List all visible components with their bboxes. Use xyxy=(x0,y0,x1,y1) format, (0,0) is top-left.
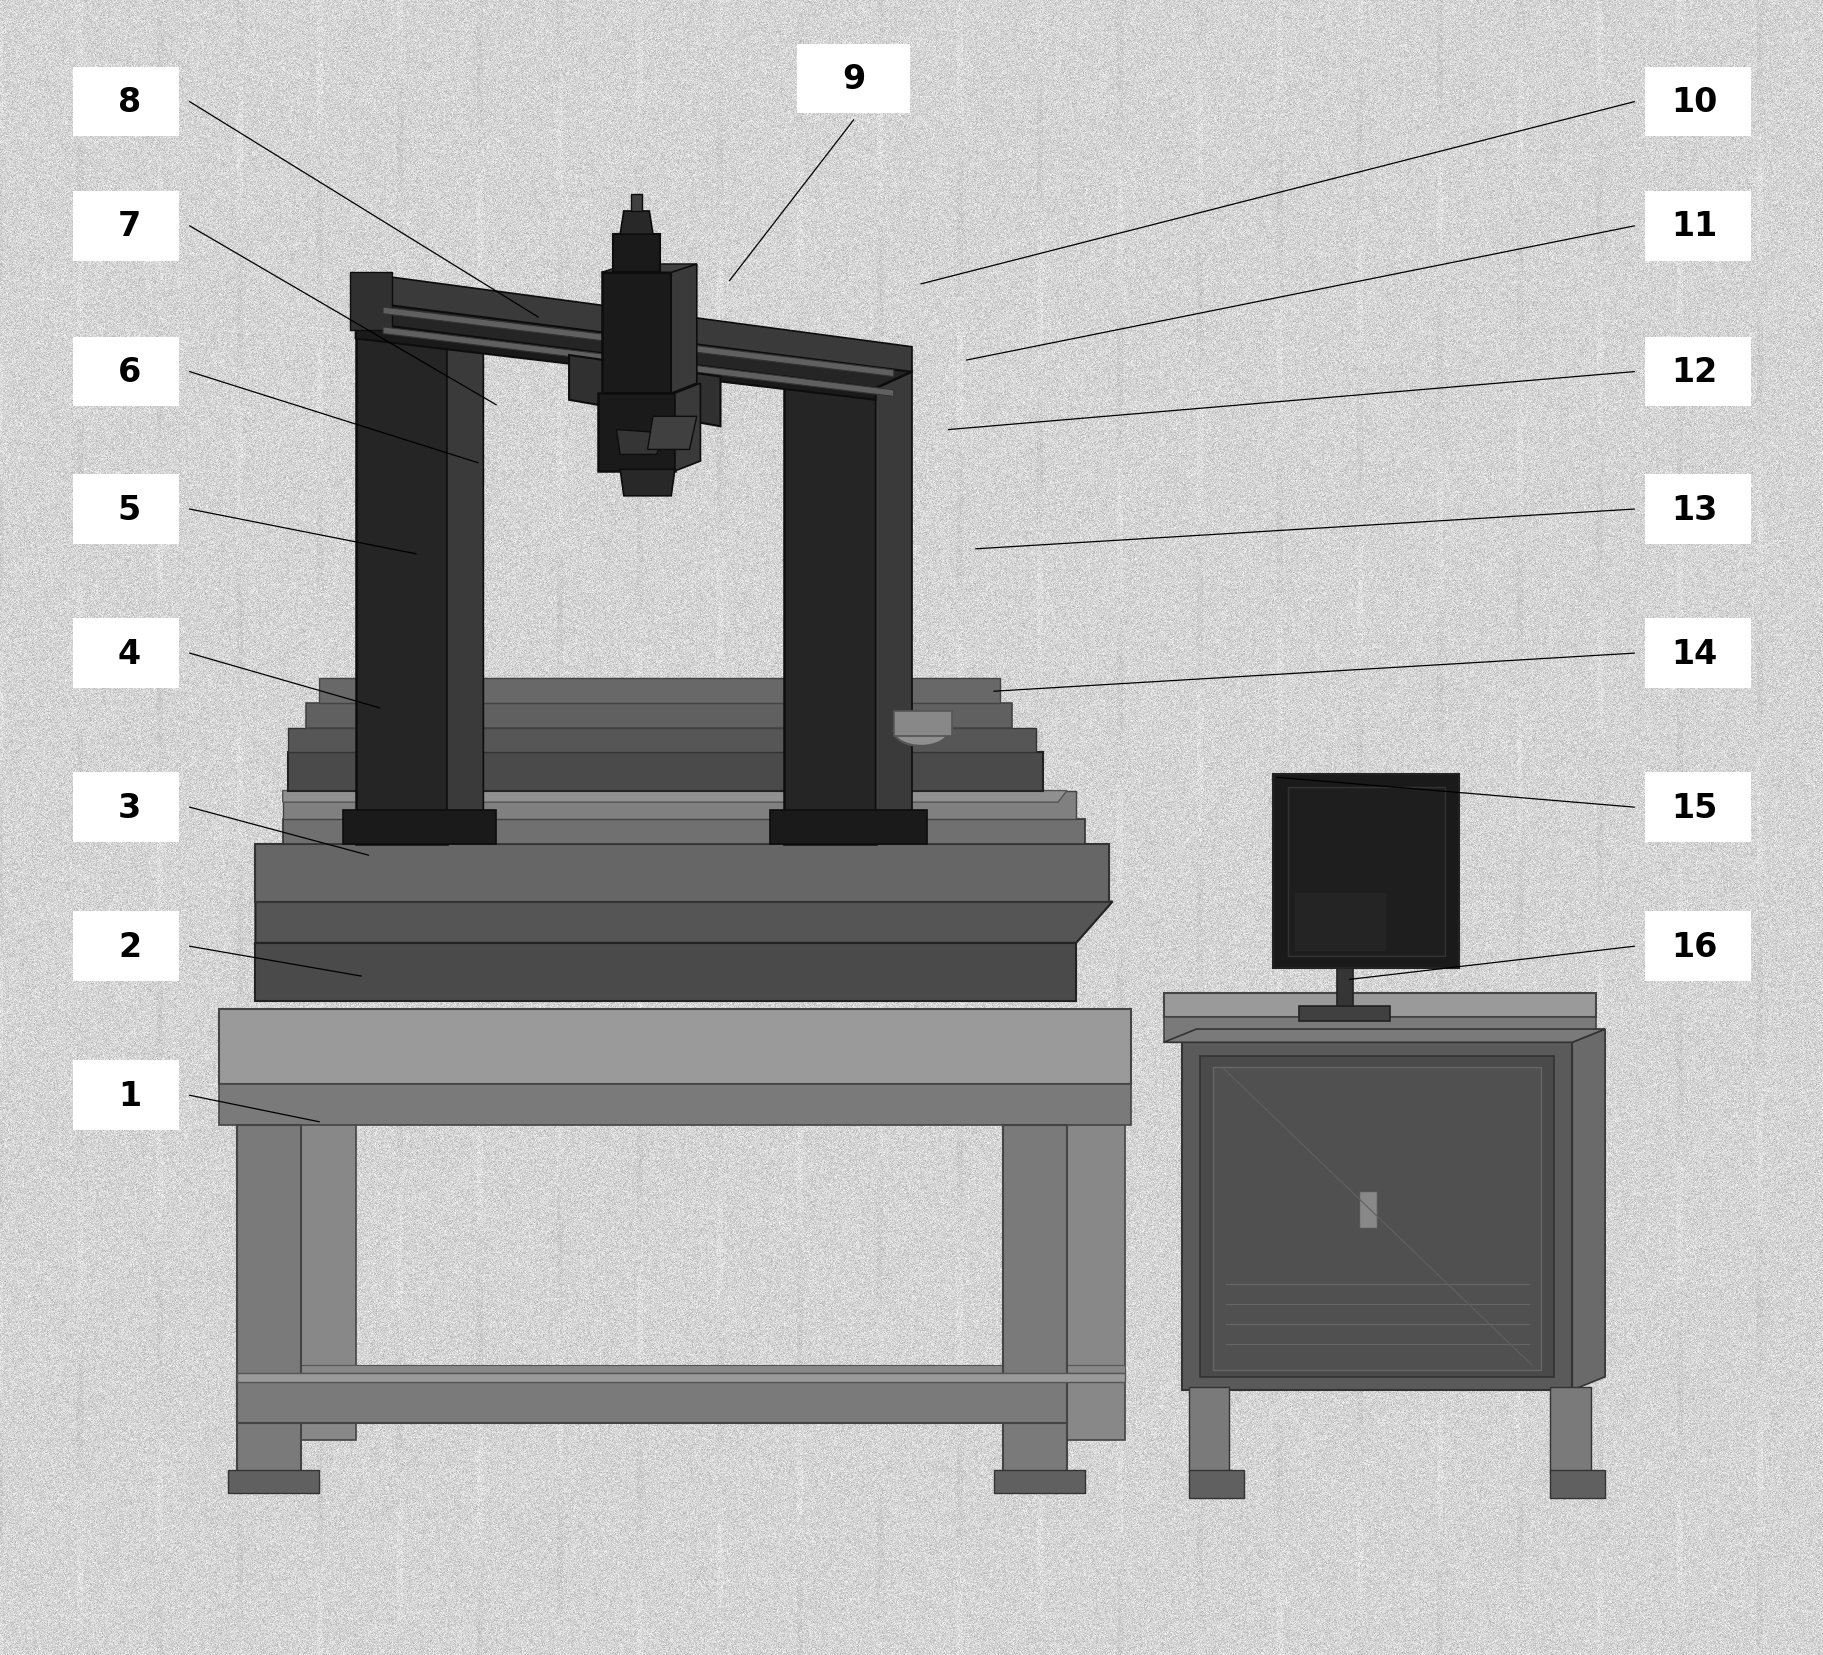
Polygon shape xyxy=(671,265,696,394)
Polygon shape xyxy=(237,1125,301,1473)
Polygon shape xyxy=(343,811,496,844)
Polygon shape xyxy=(283,819,1085,844)
Polygon shape xyxy=(1358,1192,1376,1228)
Polygon shape xyxy=(1200,1056,1553,1377)
Text: 4: 4 xyxy=(118,637,140,670)
Polygon shape xyxy=(631,195,642,212)
Text: 14: 14 xyxy=(1670,637,1717,670)
Polygon shape xyxy=(283,791,1076,819)
FancyBboxPatch shape xyxy=(73,475,179,544)
Text: 2: 2 xyxy=(118,930,140,963)
FancyBboxPatch shape xyxy=(73,1061,179,1130)
Polygon shape xyxy=(675,384,700,472)
Text: 16: 16 xyxy=(1670,930,1717,963)
Polygon shape xyxy=(219,1010,1130,1084)
Polygon shape xyxy=(237,1374,1125,1382)
Text: 12: 12 xyxy=(1670,356,1717,389)
Polygon shape xyxy=(569,356,720,427)
Polygon shape xyxy=(1163,993,1595,1018)
Polygon shape xyxy=(288,753,1043,791)
FancyBboxPatch shape xyxy=(1644,192,1750,261)
Polygon shape xyxy=(255,902,1112,943)
Text: 11: 11 xyxy=(1670,210,1717,243)
Polygon shape xyxy=(228,1470,319,1493)
Polygon shape xyxy=(383,308,893,377)
Polygon shape xyxy=(1571,1029,1604,1390)
Polygon shape xyxy=(237,1382,1066,1423)
Polygon shape xyxy=(283,791,1066,803)
Polygon shape xyxy=(1163,1029,1604,1043)
Polygon shape xyxy=(620,212,653,235)
Polygon shape xyxy=(1550,1470,1604,1498)
Text: 5: 5 xyxy=(118,493,140,526)
Text: 13: 13 xyxy=(1670,493,1717,526)
Polygon shape xyxy=(784,389,875,844)
Polygon shape xyxy=(647,417,696,450)
Polygon shape xyxy=(616,430,665,455)
Polygon shape xyxy=(355,306,912,389)
Polygon shape xyxy=(1163,1018,1595,1043)
Polygon shape xyxy=(875,372,912,844)
Polygon shape xyxy=(1272,775,1458,968)
Polygon shape xyxy=(602,265,696,273)
Polygon shape xyxy=(306,703,1012,728)
Polygon shape xyxy=(1298,1006,1389,1021)
Polygon shape xyxy=(1181,1043,1571,1390)
Ellipse shape xyxy=(893,717,948,746)
Text: 1: 1 xyxy=(118,1079,140,1112)
FancyBboxPatch shape xyxy=(73,68,179,137)
FancyBboxPatch shape xyxy=(73,338,179,407)
Polygon shape xyxy=(1061,1092,1125,1440)
FancyBboxPatch shape xyxy=(797,45,910,114)
Text: 7: 7 xyxy=(118,210,140,243)
Polygon shape xyxy=(255,943,1076,1001)
Polygon shape xyxy=(355,323,875,401)
FancyBboxPatch shape xyxy=(73,619,179,688)
Polygon shape xyxy=(1287,788,1444,957)
Polygon shape xyxy=(769,811,926,844)
FancyBboxPatch shape xyxy=(1644,912,1750,981)
Polygon shape xyxy=(392,278,912,372)
Text: 9: 9 xyxy=(842,63,864,96)
Polygon shape xyxy=(784,372,912,389)
FancyBboxPatch shape xyxy=(1644,773,1750,842)
Polygon shape xyxy=(1336,968,1353,1006)
FancyBboxPatch shape xyxy=(73,192,179,261)
Polygon shape xyxy=(613,235,660,273)
Polygon shape xyxy=(447,306,483,844)
FancyBboxPatch shape xyxy=(73,773,179,842)
FancyBboxPatch shape xyxy=(1644,619,1750,688)
Polygon shape xyxy=(1189,1470,1243,1498)
Polygon shape xyxy=(994,1470,1085,1493)
Polygon shape xyxy=(620,470,675,496)
Polygon shape xyxy=(355,306,483,323)
Text: 15: 15 xyxy=(1670,791,1717,824)
Polygon shape xyxy=(350,273,392,331)
Polygon shape xyxy=(292,1092,355,1440)
Polygon shape xyxy=(383,328,893,397)
Polygon shape xyxy=(292,1365,1125,1374)
Polygon shape xyxy=(219,1084,1130,1125)
Polygon shape xyxy=(1003,1125,1066,1473)
Polygon shape xyxy=(255,844,1108,902)
Text: 8: 8 xyxy=(118,86,140,119)
Polygon shape xyxy=(1294,894,1385,952)
Polygon shape xyxy=(288,728,1035,753)
Polygon shape xyxy=(1212,1067,1540,1370)
Text: 6: 6 xyxy=(118,356,140,389)
FancyBboxPatch shape xyxy=(1644,475,1750,544)
Text: 3: 3 xyxy=(118,791,140,824)
Polygon shape xyxy=(319,679,999,703)
Text: 10: 10 xyxy=(1670,86,1717,119)
Polygon shape xyxy=(1550,1387,1590,1473)
FancyBboxPatch shape xyxy=(1644,68,1750,137)
FancyBboxPatch shape xyxy=(1644,338,1750,407)
Polygon shape xyxy=(602,273,671,394)
FancyBboxPatch shape xyxy=(73,912,179,981)
Polygon shape xyxy=(355,323,447,844)
Polygon shape xyxy=(598,394,675,472)
Polygon shape xyxy=(893,712,952,736)
Polygon shape xyxy=(1189,1387,1229,1473)
